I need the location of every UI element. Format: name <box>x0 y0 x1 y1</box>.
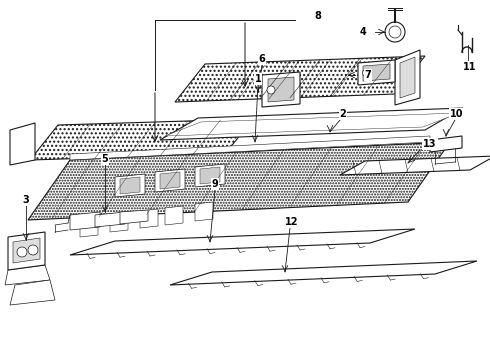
Circle shape <box>28 245 38 255</box>
Polygon shape <box>358 60 395 85</box>
Text: 9: 9 <box>212 179 219 189</box>
Polygon shape <box>262 72 300 107</box>
Polygon shape <box>140 209 158 228</box>
Polygon shape <box>363 64 390 81</box>
Polygon shape <box>120 177 140 194</box>
Polygon shape <box>10 280 55 305</box>
Polygon shape <box>70 212 100 230</box>
Polygon shape <box>395 50 420 105</box>
Polygon shape <box>165 113 459 136</box>
Polygon shape <box>195 164 225 187</box>
Polygon shape <box>160 108 463 140</box>
Circle shape <box>17 247 27 257</box>
Polygon shape <box>8 232 45 270</box>
Polygon shape <box>28 142 450 220</box>
Text: 1: 1 <box>255 74 261 84</box>
Text: 3: 3 <box>23 195 29 205</box>
Polygon shape <box>115 174 145 197</box>
Polygon shape <box>110 213 128 232</box>
Polygon shape <box>155 169 185 192</box>
Polygon shape <box>5 265 50 285</box>
Polygon shape <box>400 57 415 98</box>
Text: 7: 7 <box>365 70 371 80</box>
Circle shape <box>389 26 401 38</box>
Polygon shape <box>268 77 294 102</box>
Polygon shape <box>70 229 415 255</box>
Text: 13: 13 <box>423 139 437 149</box>
Polygon shape <box>95 212 125 227</box>
Polygon shape <box>160 172 180 189</box>
Text: 8: 8 <box>315 11 321 21</box>
Polygon shape <box>10 123 35 165</box>
Polygon shape <box>30 119 253 160</box>
Polygon shape <box>165 206 183 225</box>
Polygon shape <box>13 238 40 263</box>
Polygon shape <box>175 56 425 102</box>
Text: 5: 5 <box>101 154 108 164</box>
Polygon shape <box>430 136 462 152</box>
Polygon shape <box>340 156 490 175</box>
Circle shape <box>267 86 275 94</box>
Polygon shape <box>80 218 98 237</box>
Circle shape <box>385 22 405 42</box>
Circle shape <box>363 69 369 77</box>
Text: 10: 10 <box>450 109 464 119</box>
Polygon shape <box>200 167 220 184</box>
Polygon shape <box>120 210 148 224</box>
Text: 4: 4 <box>360 27 367 37</box>
Text: 6: 6 <box>259 54 266 64</box>
Text: 12: 12 <box>285 217 299 227</box>
Text: 11: 11 <box>463 62 477 72</box>
Text: 2: 2 <box>340 109 346 119</box>
Polygon shape <box>170 261 477 285</box>
Polygon shape <box>195 202 213 221</box>
Polygon shape <box>70 136 430 160</box>
